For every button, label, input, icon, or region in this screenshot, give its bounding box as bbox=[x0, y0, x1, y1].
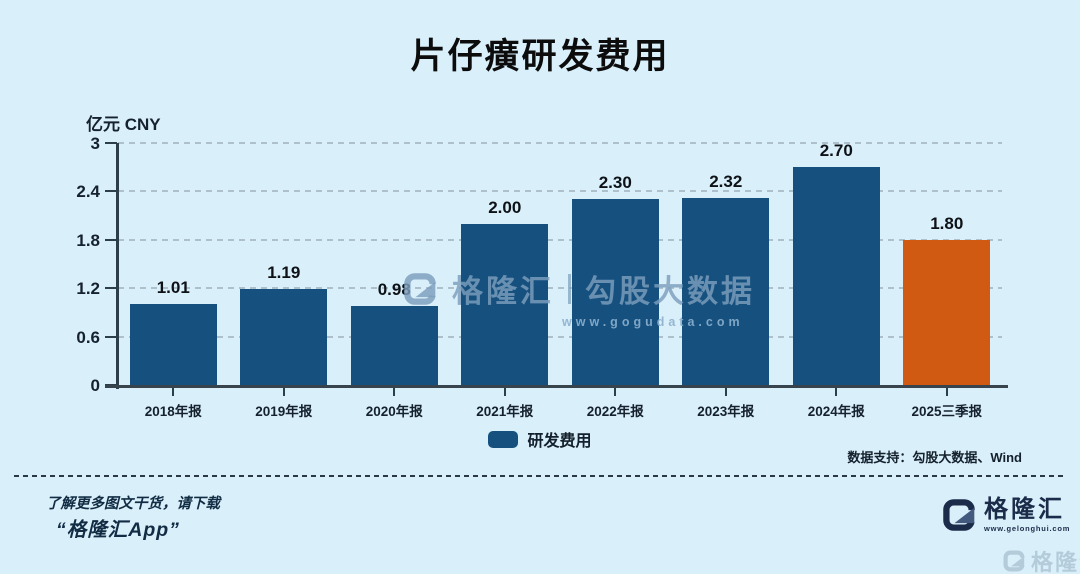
legend-swatch bbox=[488, 430, 519, 448]
gridline bbox=[118, 238, 1002, 241]
y-tick-mark bbox=[105, 335, 117, 338]
bar bbox=[350, 305, 438, 385]
x-category-label: 2024年报 bbox=[807, 404, 865, 419]
gelonghui-logo-icon bbox=[943, 499, 975, 531]
x-category-label: 2022年报 bbox=[586, 404, 644, 419]
x-category-label: 2021年报 bbox=[476, 404, 534, 419]
watermark-url: www.gogudata.com bbox=[562, 315, 744, 329]
x-category-label: 2023年报 bbox=[697, 404, 755, 419]
x-tick-mark bbox=[393, 388, 396, 396]
x-category-label: 2018年报 bbox=[144, 404, 202, 419]
x-category-label: 2019年报 bbox=[255, 404, 313, 419]
bar-value-label: 2.32 bbox=[709, 171, 743, 191]
bar-value-label: 1.01 bbox=[156, 277, 190, 297]
promo-line-1: 了解更多图文干货，请下载 bbox=[46, 496, 220, 512]
bar bbox=[461, 223, 549, 385]
gridline bbox=[118, 190, 1002, 193]
corner-watermark-g-icon bbox=[1003, 550, 1025, 572]
x-category-label: 2025三季报 bbox=[911, 404, 983, 419]
watermark-partner: 勾股大数据 bbox=[585, 274, 755, 309]
gridline bbox=[118, 335, 1002, 338]
x-tick-mark bbox=[172, 388, 175, 396]
gridline bbox=[118, 142, 1002, 144]
bar bbox=[571, 199, 659, 385]
bar-value-label: 2.00 bbox=[488, 197, 522, 217]
gridline bbox=[118, 287, 1002, 290]
bar bbox=[240, 289, 328, 385]
bar-value-label: 1.80 bbox=[930, 213, 964, 233]
bar-value-label: 0.98 bbox=[377, 279, 411, 299]
corner-watermark: 格隆汇 bbox=[1002, 545, 1080, 574]
chart-title: 片仔癀研发费用 bbox=[410, 37, 670, 76]
logo-url-text: www.gelonghui.com bbox=[984, 524, 1071, 533]
center-watermark: 格隆汇 勾股大数据 www.gogudata.com bbox=[402, 266, 755, 329]
y-axis-line bbox=[116, 143, 119, 389]
bar bbox=[129, 303, 217, 385]
y-tick-mark bbox=[105, 238, 117, 241]
gelonghui-logo: 格隆汇 www.gelonghui.com bbox=[941, 497, 1070, 533]
x-tick-mark bbox=[724, 388, 727, 396]
watermark-brand: 格隆汇 bbox=[452, 274, 554, 309]
y-tick-label: 0.6 bbox=[76, 327, 100, 347]
bar-value-label: 2.30 bbox=[598, 173, 632, 193]
corner-watermark-text: 格隆汇 bbox=[1031, 550, 1080, 574]
bar bbox=[792, 167, 880, 385]
watermark-divider bbox=[568, 273, 571, 304]
bar-value-label: 1.19 bbox=[267, 263, 301, 282]
bar bbox=[903, 239, 991, 385]
dashed-divider bbox=[14, 475, 1066, 477]
logo-brand-text: 格隆汇 bbox=[984, 496, 1065, 523]
x-tick-mark bbox=[835, 388, 838, 396]
y-tick-mark bbox=[105, 190, 117, 193]
y-axis-unit-label: 亿元 CNY bbox=[86, 115, 161, 134]
y-tick-label: 3 bbox=[90, 134, 100, 153]
y-tick-label: 1.8 bbox=[76, 230, 100, 250]
x-tick-mark bbox=[503, 388, 506, 396]
y-tick-label: 0 bbox=[90, 376, 100, 395]
gelonghui-g-icon bbox=[404, 272, 436, 305]
bar bbox=[682, 197, 770, 385]
data-support-note: 数据支持：勾股大数据、Wind bbox=[847, 450, 1022, 465]
y-tick-label: 1.2 bbox=[76, 279, 100, 299]
x-axis-line bbox=[105, 385, 1008, 388]
chart-legend: 研发费用 bbox=[0, 427, 1080, 451]
x-tick-mark bbox=[945, 388, 948, 396]
x-tick-mark bbox=[614, 388, 617, 396]
y-tick-mark bbox=[105, 287, 117, 290]
y-tick-mark bbox=[105, 142, 117, 144]
y-tick-label: 2.4 bbox=[76, 182, 100, 202]
x-category-label: 2020年报 bbox=[365, 404, 423, 419]
x-tick-mark bbox=[282, 388, 285, 396]
legend-label: 研发费用 bbox=[527, 433, 592, 450]
bar-value-label: 2.70 bbox=[819, 141, 853, 161]
promo-line-2: “格隆汇App” bbox=[56, 519, 180, 541]
